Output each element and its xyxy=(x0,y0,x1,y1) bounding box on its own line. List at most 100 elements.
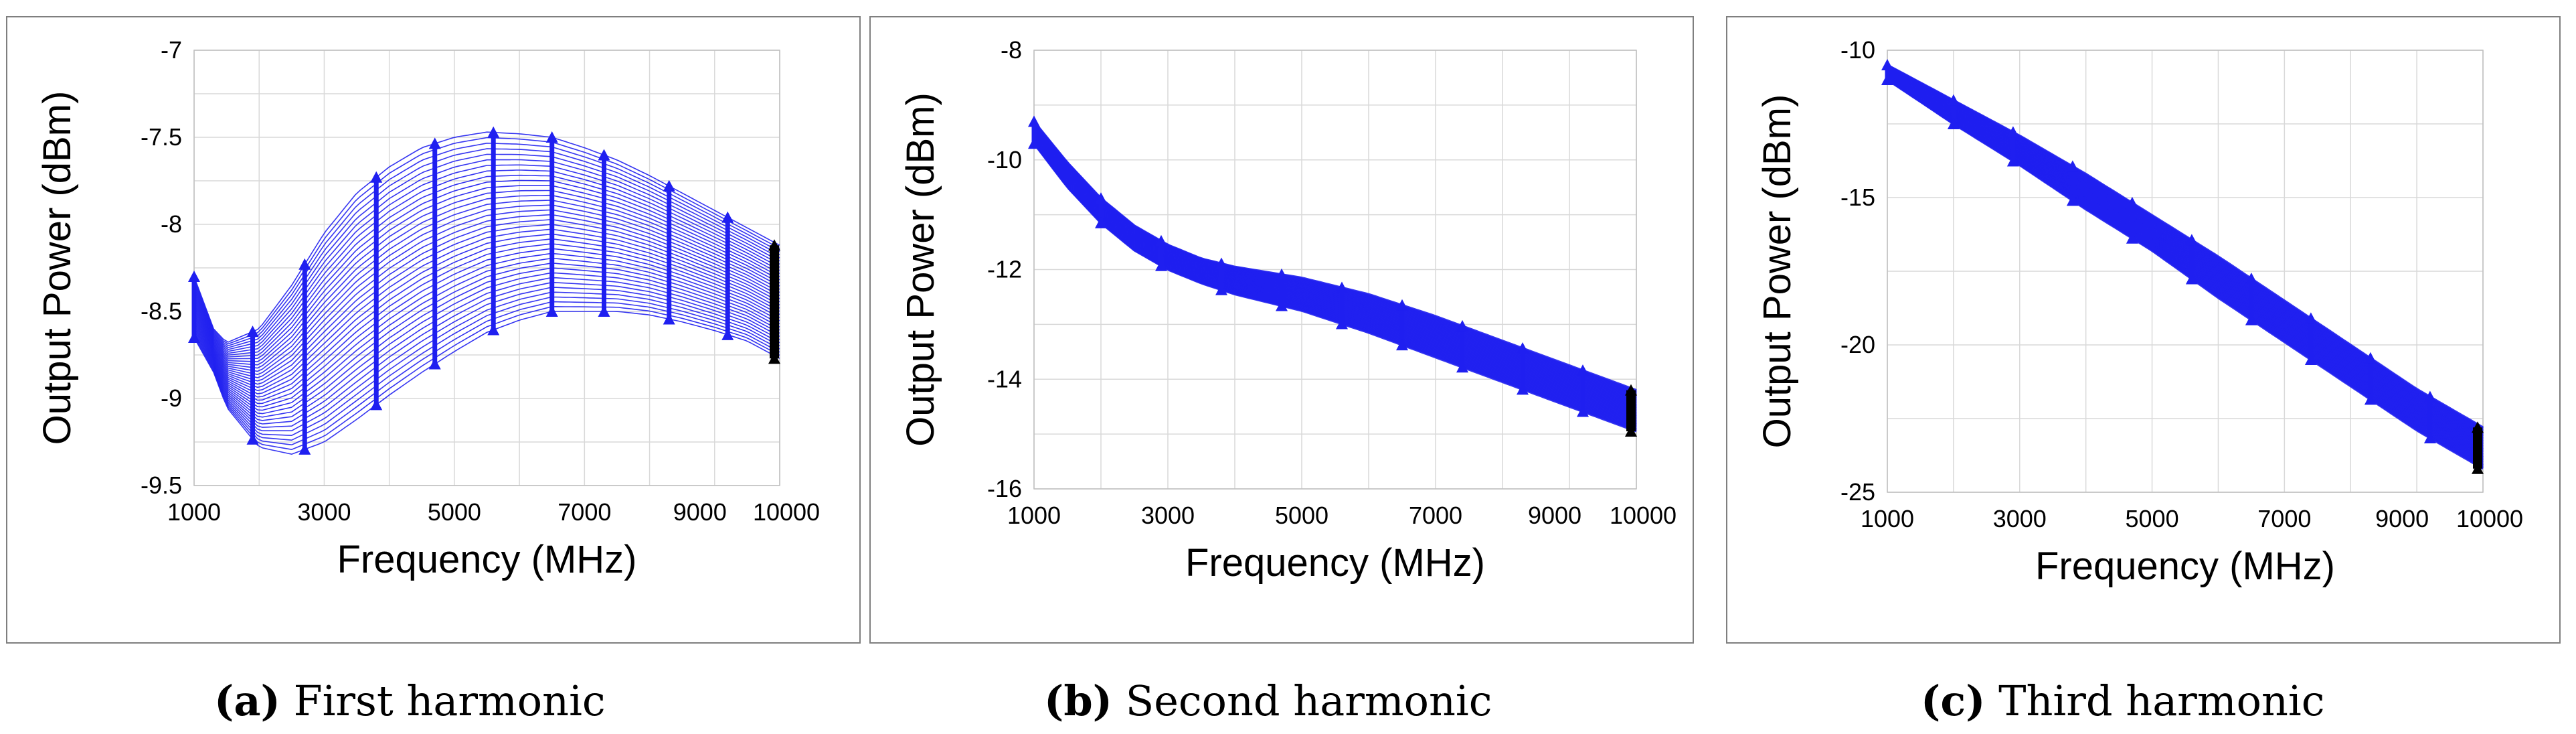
series-line xyxy=(193,238,780,398)
x-tick-label: 3000 xyxy=(1141,502,1195,529)
x-tick-label: 9000 xyxy=(1528,502,1581,529)
series-line xyxy=(193,164,780,354)
triangle-marker xyxy=(1215,257,1227,269)
triangle-marker xyxy=(721,328,734,340)
triangle-marker xyxy=(2423,432,2436,444)
x-tick-label: 7000 xyxy=(557,498,611,526)
series-line xyxy=(193,137,780,345)
x-tick-label: 9000 xyxy=(673,498,727,526)
y-tick-label: -7 xyxy=(161,36,182,64)
caption-c-label: (c) xyxy=(1921,676,1986,725)
triangle-marker xyxy=(1881,59,1893,70)
triangle-marker xyxy=(1396,299,1408,311)
triangle-marker xyxy=(1625,384,1637,396)
triangle-marker xyxy=(2364,393,2377,405)
series-line xyxy=(193,272,780,421)
triangle-marker xyxy=(1947,118,1960,129)
x-tick-label: 10000 xyxy=(1610,502,1677,529)
y-tick-label: -16 xyxy=(987,475,1022,502)
series-line xyxy=(193,190,780,366)
triangle-marker xyxy=(370,171,383,183)
triangle-marker xyxy=(487,126,500,138)
x-tick-label: 1000 xyxy=(1007,502,1061,529)
series-line xyxy=(193,219,780,385)
x-tick-label: 10000 xyxy=(2456,505,2523,532)
triangle-marker xyxy=(370,398,383,411)
series-line xyxy=(193,153,780,350)
triangle-marker xyxy=(2423,390,2436,402)
x-tick-label: 5000 xyxy=(2126,505,2179,532)
triangle-marker xyxy=(2245,313,2257,325)
triangle-marker xyxy=(188,332,200,343)
caption-b-text: Second harmonic xyxy=(1125,676,1492,725)
series-line xyxy=(193,142,780,347)
triangle-marker xyxy=(298,443,311,455)
y-axis-title: Output Power (dBm) xyxy=(35,91,79,445)
y-tick-label: -9.5 xyxy=(141,471,182,499)
triangle-marker xyxy=(2066,160,2079,172)
y-tick-label: -8 xyxy=(1001,36,1022,64)
y-axis-title: Output Power (dBm) xyxy=(899,92,942,447)
triangle-marker xyxy=(2126,232,2138,244)
x-tick-label: 5000 xyxy=(428,498,481,526)
series-line xyxy=(193,209,780,378)
series-line xyxy=(193,185,780,362)
y-tick-label: -9 xyxy=(161,384,182,412)
triangle-marker xyxy=(2066,194,2079,206)
series-line xyxy=(193,233,780,394)
triangle-marker xyxy=(545,131,558,143)
plot-area-c xyxy=(1887,50,2484,493)
panel-frame-b xyxy=(869,16,1694,644)
triangle-marker xyxy=(721,211,734,223)
caption-a-text: First harmonic xyxy=(293,676,606,725)
series-line xyxy=(193,258,780,411)
triangle-marker xyxy=(1577,405,1589,417)
triangle-marker xyxy=(1155,234,1167,246)
x-tick-label: 9000 xyxy=(2375,505,2429,532)
panel-b xyxy=(869,16,1694,644)
triangle-marker xyxy=(1336,281,1348,293)
series-line xyxy=(193,159,780,352)
x-tick-label: 3000 xyxy=(1993,505,2047,532)
caption-b: (b) Second harmonic xyxy=(1044,676,1492,725)
triangle-marker xyxy=(2472,421,2484,433)
x-tick-label: 1000 xyxy=(167,498,221,526)
series-line xyxy=(193,263,780,415)
series-line xyxy=(193,200,780,372)
plot-area-b xyxy=(1033,50,1637,490)
panel-frame-c xyxy=(1726,16,2561,644)
triangle-marker xyxy=(2304,312,2317,324)
x-tick-label: 5000 xyxy=(1275,502,1328,529)
triangle-marker xyxy=(2006,126,2019,138)
triangle-marker xyxy=(1276,299,1288,311)
series-line xyxy=(193,267,780,418)
triangle-marker xyxy=(188,271,200,282)
triangle-marker xyxy=(663,179,675,192)
triangle-marker xyxy=(1336,317,1348,329)
triangle-marker xyxy=(1396,339,1408,351)
triangle-marker xyxy=(1276,268,1288,280)
x-tick-label: 7000 xyxy=(2257,505,2311,532)
triangle-marker xyxy=(298,258,311,270)
triangle-marker xyxy=(1517,342,1529,354)
series-line xyxy=(193,296,780,441)
triangle-marker xyxy=(487,323,500,336)
series-line xyxy=(193,252,780,408)
triangle-marker xyxy=(1456,361,1468,373)
series-line xyxy=(193,248,780,405)
triangle-marker xyxy=(1947,94,1960,106)
series-line xyxy=(193,131,780,343)
series-line xyxy=(193,179,780,360)
triangle-marker xyxy=(2185,273,2198,285)
triangle-marker xyxy=(428,137,441,149)
panel-a xyxy=(6,16,861,644)
plot-area-a xyxy=(193,50,780,486)
y-tick-label: -8.5 xyxy=(141,297,182,325)
triangle-marker xyxy=(1577,364,1589,376)
series-line xyxy=(193,243,780,401)
triangle-marker xyxy=(246,433,259,445)
triangle-marker xyxy=(2472,462,2484,474)
y-tick-label: -12 xyxy=(987,256,1022,283)
triangle-marker xyxy=(1095,192,1107,204)
triangle-marker xyxy=(598,149,610,161)
